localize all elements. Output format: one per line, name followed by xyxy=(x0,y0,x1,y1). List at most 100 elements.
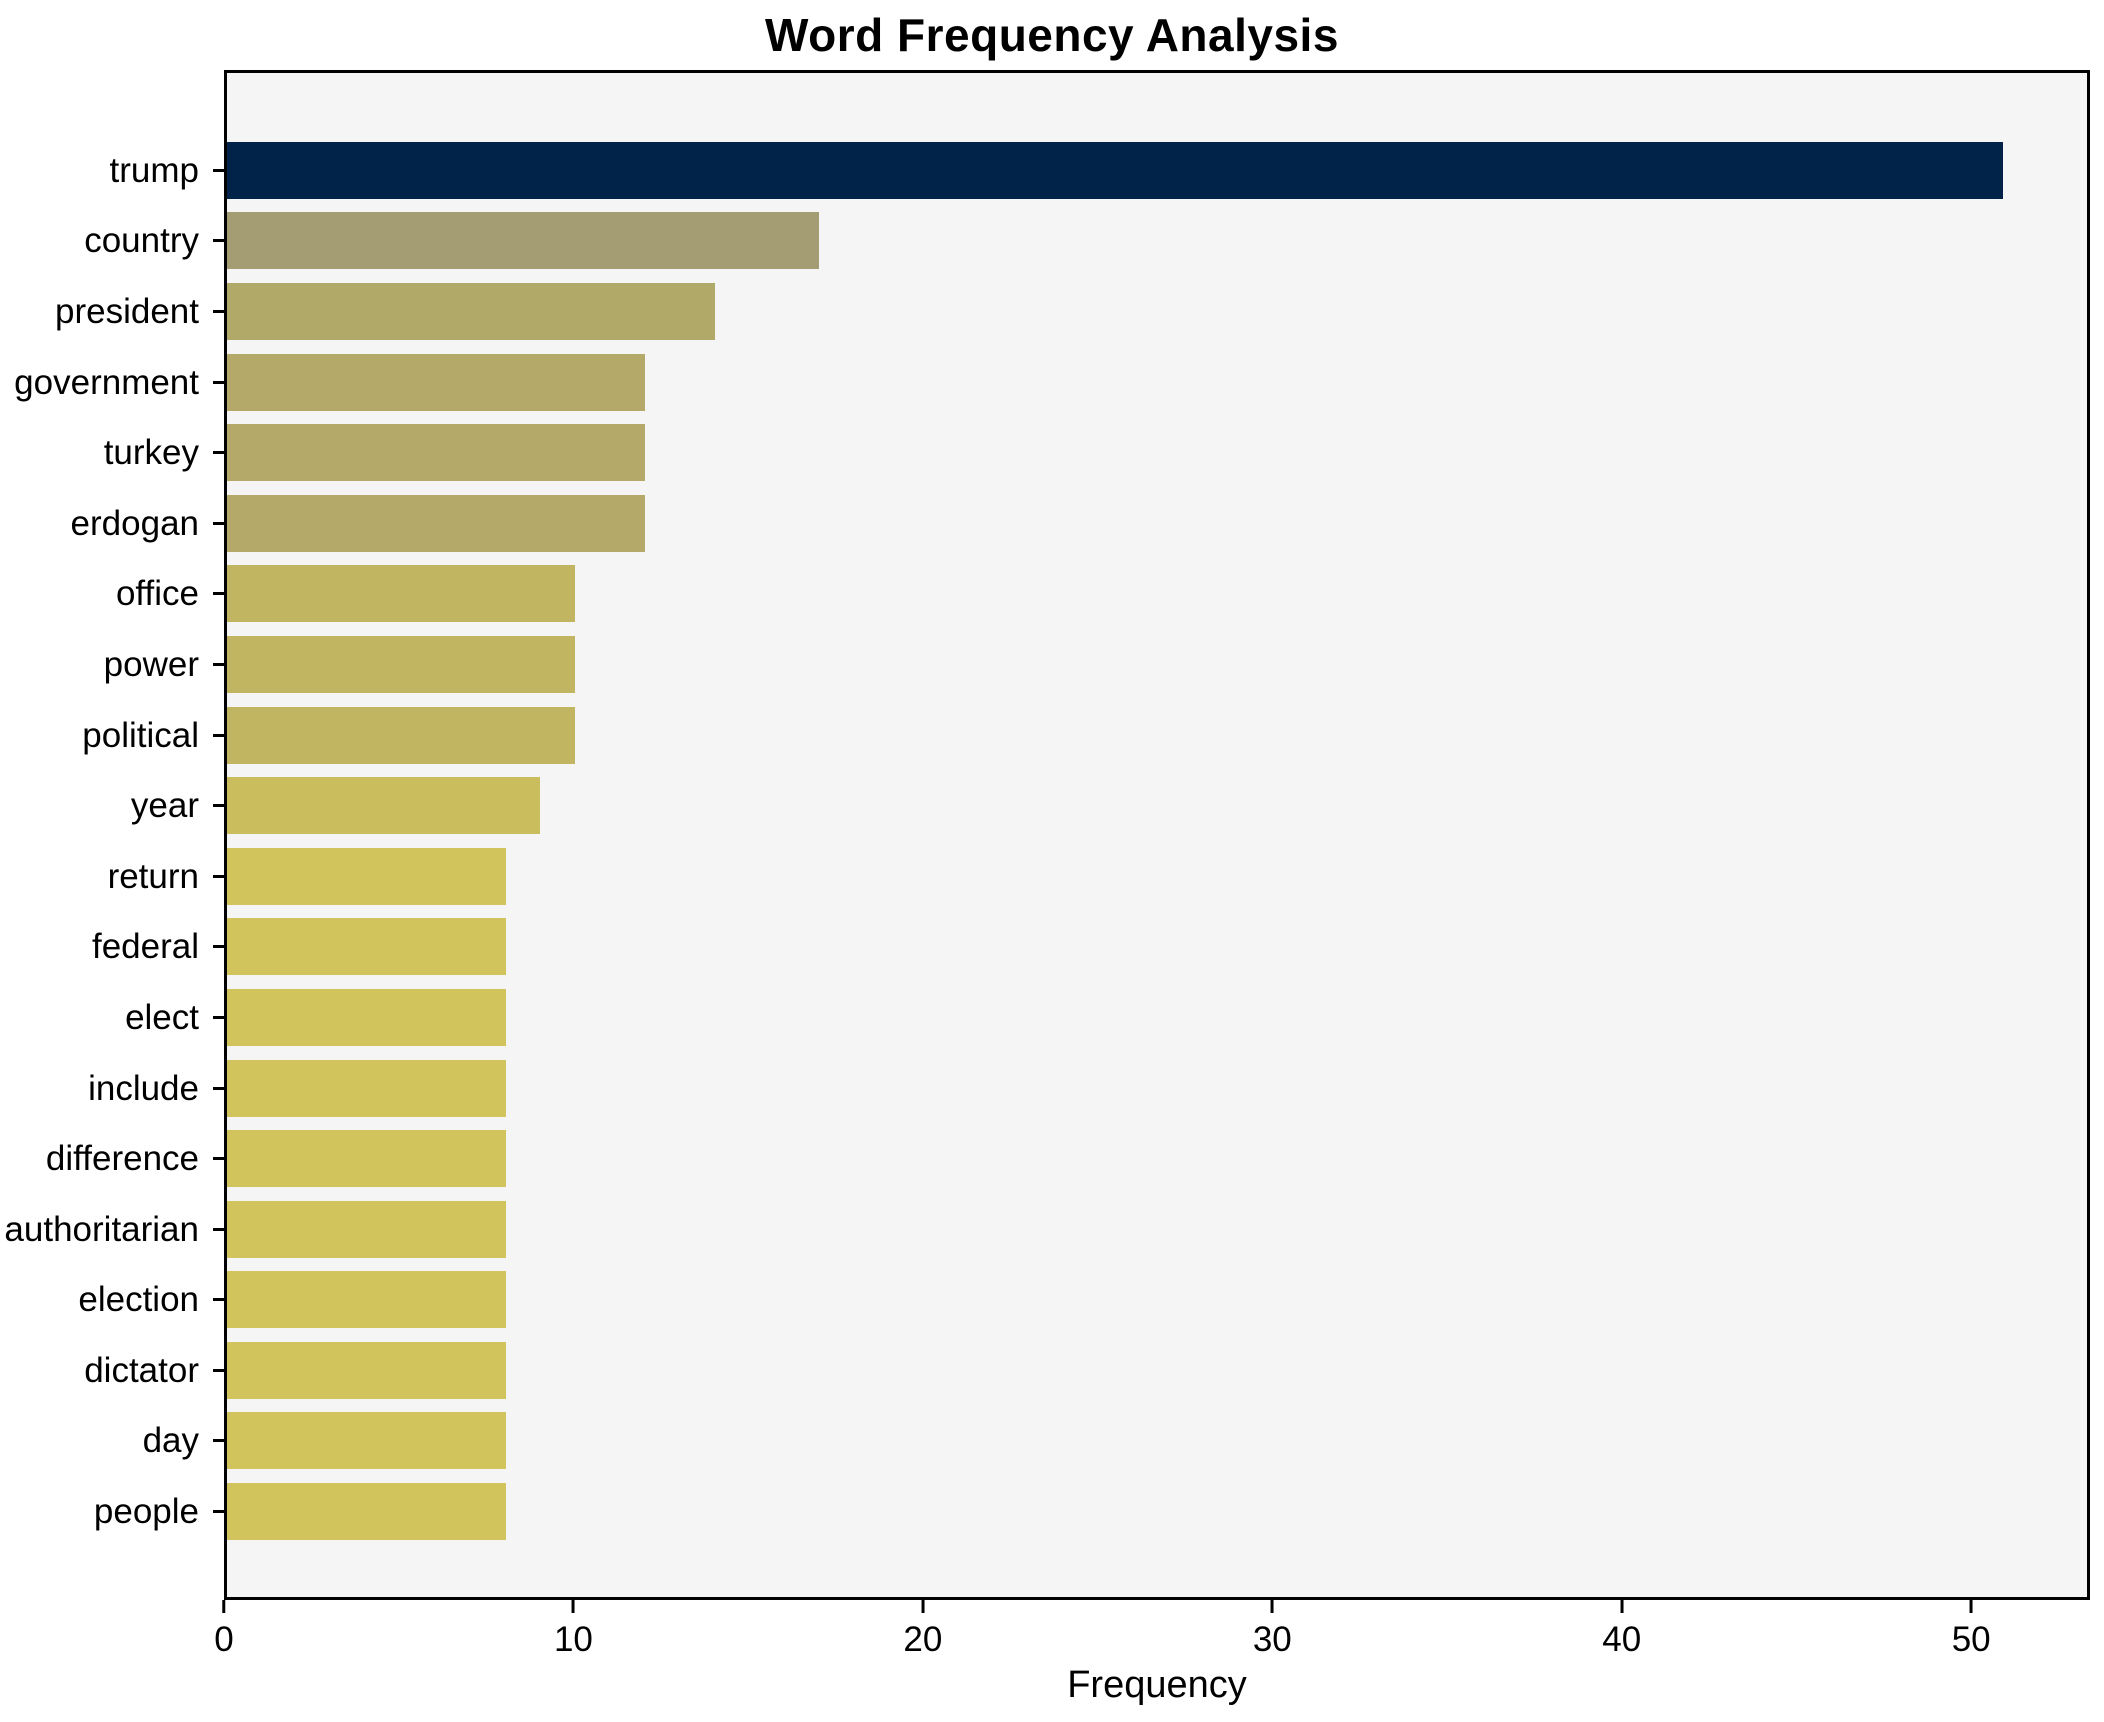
bar-row: president xyxy=(55,276,2087,347)
x-tick-label: 50 xyxy=(1951,1620,1991,1659)
bar-turkey xyxy=(227,424,645,482)
bar-return xyxy=(227,847,506,905)
bar-federal xyxy=(227,918,506,976)
x-tick: 30 xyxy=(1253,1600,1292,1657)
x-tick-mark xyxy=(921,1600,925,1613)
x-tick-mark xyxy=(222,1600,226,1613)
bar-row: difference xyxy=(46,1123,2087,1194)
y-tick-mark xyxy=(213,239,224,243)
bar-row: erdogan xyxy=(71,488,2087,559)
bar-office xyxy=(227,565,576,623)
x-tick-label: 30 xyxy=(1252,1620,1292,1659)
x-axis-ticks: 0 10 20 30 40 50 xyxy=(214,1600,2090,1680)
bar-difference xyxy=(227,1130,506,1188)
x-tick: 0 xyxy=(214,1600,234,1659)
y-tick-mark xyxy=(213,521,224,525)
y-tick-label: government xyxy=(14,362,199,402)
y-tick-label: people xyxy=(93,1492,199,1532)
bar-president xyxy=(227,282,715,340)
bar-country xyxy=(227,212,820,270)
bar-row: elect xyxy=(125,982,2087,1053)
y-tick-label: turkey xyxy=(103,433,199,473)
bar-row: return xyxy=(108,841,2087,912)
y-tick-label: erdogan xyxy=(70,503,199,543)
bar-row: people xyxy=(94,1476,2087,1547)
y-tick-label: year xyxy=(130,786,199,826)
bar-row: office xyxy=(116,559,2087,630)
y-tick-mark xyxy=(213,1015,224,1019)
bar-row: federal xyxy=(92,912,2087,983)
x-tick-mark xyxy=(1969,1600,1973,1613)
chart-title: Word Frequency Analysis xyxy=(765,9,1339,61)
bar-year xyxy=(227,777,541,835)
y-tick-label: day xyxy=(142,1421,199,1461)
y-tick-label: office xyxy=(115,574,199,614)
x-tick-label: 20 xyxy=(903,1620,943,1659)
y-tick-mark xyxy=(213,1227,224,1231)
x-tick-mark xyxy=(1620,1600,1624,1613)
bar-row: dictator xyxy=(84,1335,2087,1406)
y-tick-label: difference xyxy=(45,1139,199,1179)
bar-row: political xyxy=(82,700,2087,771)
x-tick-mark xyxy=(571,1600,575,1613)
y-tick-mark xyxy=(213,380,224,384)
bar-row: year xyxy=(131,770,2087,841)
y-tick-label: dictator xyxy=(84,1350,199,1390)
bar-row: power xyxy=(104,629,2087,700)
bar-political xyxy=(227,706,576,764)
x-tick-label: 40 xyxy=(1602,1620,1642,1659)
y-tick-label: country xyxy=(84,221,199,261)
bar-election xyxy=(227,1271,506,1329)
y-tick-mark xyxy=(213,945,224,949)
bar-row: include xyxy=(88,1053,2087,1124)
x-tick-label: 10 xyxy=(553,1620,593,1659)
bar-erdogan xyxy=(227,494,645,552)
y-tick-mark xyxy=(213,309,224,313)
bar-dictator xyxy=(227,1341,506,1399)
y-tick-label: elect xyxy=(125,997,199,1037)
bar-include xyxy=(227,1059,506,1117)
x-tick: 40 xyxy=(1602,1600,1641,1657)
y-tick-mark xyxy=(213,592,224,596)
x-tick-label: 0 xyxy=(214,1620,234,1659)
y-tick-label: political xyxy=(82,715,199,755)
y-tick-mark xyxy=(213,1157,224,1161)
bar-row: trump xyxy=(110,135,2087,206)
x-tick-mark xyxy=(1270,1600,1274,1613)
bar-day xyxy=(227,1412,506,1470)
y-tick-label: power xyxy=(103,644,199,684)
y-tick-mark xyxy=(213,874,224,878)
bar-row: authoritarian xyxy=(4,1194,2087,1265)
y-tick-label: include xyxy=(88,1068,199,1108)
y-tick-label: trump xyxy=(109,150,199,190)
bar-row: government xyxy=(14,347,2087,418)
y-tick-label: election xyxy=(78,1280,199,1320)
y-tick-mark xyxy=(213,1298,224,1302)
y-tick-mark xyxy=(213,168,224,172)
bar-elect xyxy=(227,988,506,1046)
y-tick-label: president xyxy=(55,291,199,331)
y-tick-mark xyxy=(213,733,224,737)
y-tick-mark xyxy=(213,662,224,666)
bar-people xyxy=(227,1483,506,1541)
x-tick: 50 xyxy=(1952,1600,1991,1657)
plot-area: trump country president government turke… xyxy=(4,70,2090,1600)
bar-row: election xyxy=(78,1265,2087,1336)
y-tick-label: authoritarian xyxy=(4,1209,199,1249)
bars-container: trump country president government turke… xyxy=(4,73,2087,1597)
bar-authoritarian xyxy=(227,1200,506,1258)
bar-government xyxy=(227,353,645,411)
y-tick-mark xyxy=(213,804,224,808)
x-tick: 10 xyxy=(554,1600,593,1657)
bar-row: turkey xyxy=(104,417,2087,488)
y-tick-label: federal xyxy=(91,927,199,967)
y-tick-mark xyxy=(213,1510,224,1514)
y-tick-mark xyxy=(213,1368,224,1372)
bar-row: day xyxy=(143,1406,2087,1477)
x-tick: 20 xyxy=(903,1600,942,1657)
y-tick-mark xyxy=(213,451,224,455)
y-tick-mark xyxy=(213,1439,224,1443)
y-tick-mark xyxy=(213,1086,224,1090)
y-tick-label: return xyxy=(107,856,199,896)
bar-power xyxy=(227,635,576,693)
